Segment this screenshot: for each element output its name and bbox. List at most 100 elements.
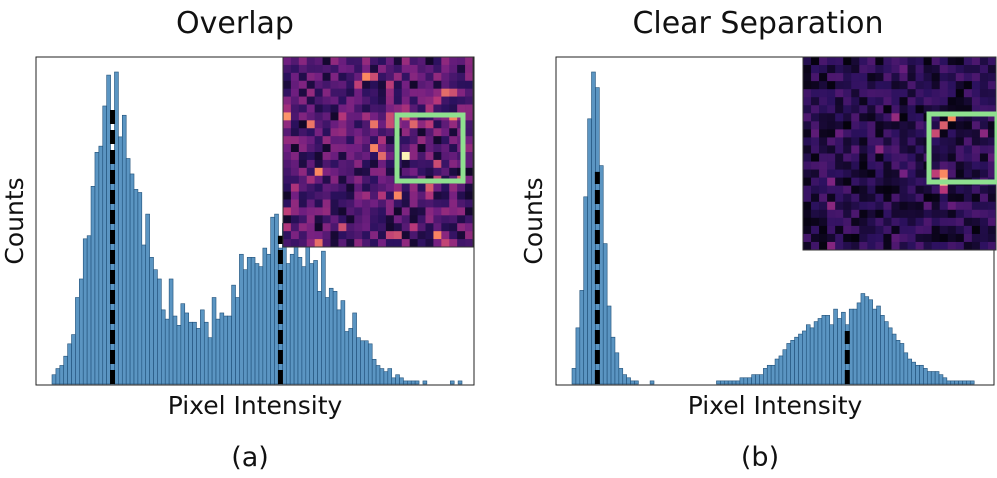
inset-pixel (979, 185, 989, 195)
inset-pixel (835, 153, 844, 162)
inset-frame (282, 56, 474, 248)
inset-pixel (338, 72, 347, 82)
inset-pixel (947, 121, 957, 130)
histogram-bar (137, 192, 143, 385)
inset-pixel (322, 152, 331, 161)
inset-pixel (955, 153, 965, 162)
inset-pixel (314, 57, 323, 66)
histogram-bar (410, 380, 416, 385)
histogram-bar (887, 327, 893, 385)
histogram-bar (911, 361, 916, 385)
histogram-bar (579, 290, 585, 385)
inset-pixel (425, 215, 434, 224)
inset-pixel (931, 201, 941, 211)
inset-pixel (883, 153, 892, 162)
histogram-bar (348, 328, 353, 385)
inset-pixel (409, 57, 418, 66)
inset-pixel (322, 120, 331, 129)
inset-pixel (963, 73, 973, 82)
inset-pixel (843, 129, 852, 138)
inset-pixel (433, 88, 442, 97)
inset-pixel (465, 128, 474, 137)
inset-pixel (393, 57, 403, 66)
inset-pixel (378, 64, 387, 74)
inset-pixel (851, 241, 860, 251)
inset-pixel (971, 73, 981, 82)
inset-pixel (811, 65, 820, 74)
inset-pixel (891, 129, 900, 138)
inset-pixel (987, 89, 997, 98)
inset-pixel (449, 80, 458, 89)
inset-pixel (322, 199, 331, 208)
inset-pixel (441, 223, 450, 232)
inset-pixel (354, 136, 363, 145)
inset-pixel (457, 72, 466, 82)
histogram-bar (821, 315, 827, 385)
inset-pixel (283, 231, 292, 240)
inset-pixel (987, 217, 997, 227)
histogram-bar (606, 305, 612, 385)
inset-pixel (425, 64, 434, 74)
inset-pixel (378, 167, 387, 177)
inset-pixel (362, 191, 371, 200)
inset-pixel (401, 191, 410, 200)
inset-pixel (859, 89, 868, 98)
inset-pixel (883, 73, 892, 82)
inset-pixel (290, 120, 300, 129)
inset-pixel (385, 96, 395, 105)
inset-pixel (425, 88, 434, 97)
inset-pixel (875, 201, 884, 211)
histogram-bar (809, 327, 815, 385)
inset-pixel (891, 161, 900, 170)
inset-pixel (362, 128, 371, 137)
inset-pixel (803, 153, 812, 162)
inset-pixel (819, 153, 828, 162)
inset-pixel (819, 97, 828, 106)
inset-pixel (290, 88, 300, 97)
inset-pixel (963, 217, 973, 227)
inset-pixel (931, 65, 941, 74)
inset-pixel (314, 88, 323, 97)
inset-pixel (827, 225, 836, 235)
inset-pixel (875, 193, 884, 203)
inset-pixel (306, 239, 315, 248)
inset-pixel (971, 129, 981, 138)
inset-pixel (963, 169, 973, 178)
inset-pixel (875, 153, 884, 162)
inset-pixel (803, 185, 812, 195)
inset-pixel (346, 231, 355, 240)
inset-pixel (346, 167, 355, 177)
inset-pixel (931, 97, 941, 106)
inset-pixel (843, 233, 852, 243)
inset-pixel (859, 217, 868, 227)
inset-pixel (370, 191, 379, 200)
inset-pixel (955, 89, 965, 98)
inset-pixel (859, 129, 868, 138)
inset-pixel (322, 191, 331, 200)
inset-pixel (883, 81, 892, 90)
inset-pixel (298, 144, 308, 153)
inset-pixel (370, 152, 379, 161)
inset-pixel (417, 159, 426, 169)
inset-pixel (875, 161, 884, 170)
inset-pixel (290, 167, 300, 177)
histogram-bar (59, 365, 65, 385)
inset-pixel (298, 207, 308, 216)
inset-pixel (811, 73, 820, 82)
inset-pixel (939, 217, 949, 227)
inset-pixel (393, 223, 403, 232)
inset-pixel (449, 223, 458, 232)
inset-pixel (835, 81, 844, 90)
inset-pixel (947, 81, 957, 90)
histogram-bar (262, 247, 268, 385)
inset-pixel (819, 137, 828, 146)
inset-pixel (883, 113, 892, 122)
inset-pixel (283, 136, 292, 145)
inset-pixel (907, 137, 916, 146)
inset-pixel (851, 169, 860, 178)
histogram-bar (802, 330, 807, 385)
inset-pixel (915, 57, 924, 66)
inset-pixel (843, 65, 852, 74)
inset-pixel (401, 152, 410, 161)
inset-pixel (298, 191, 308, 200)
